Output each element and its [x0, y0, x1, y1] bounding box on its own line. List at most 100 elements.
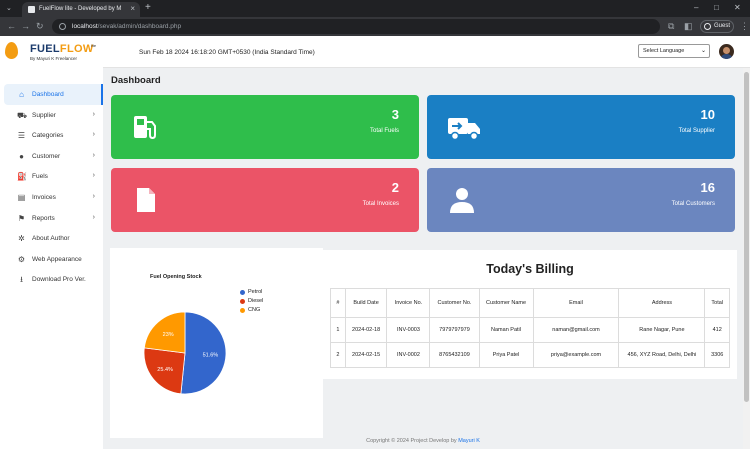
sidebar-item-categories[interactable]: ☰ Categories ›	[4, 125, 103, 146]
tab-close-icon[interactable]: ×	[130, 4, 135, 13]
sidebar-item-label: Fuels	[32, 173, 48, 181]
table-cell: Naman Patil	[478, 317, 534, 343]
pie-slice-cng[interactable]	[143, 311, 186, 354]
sidebar-item-download-pro-ver[interactable]: ⭳ Download Pro Ver.	[4, 269, 103, 290]
browser-menu-icon[interactable]: ⋮	[740, 21, 749, 31]
table-cell: priya@example.com	[532, 342, 620, 368]
top-header: Sun Feb 18 2024 16:18:20 GMT+0530 (India…	[103, 36, 750, 68]
sidebar-item-invoices[interactable]: ▤ Invoices ›	[4, 187, 103, 208]
todays-billing-panel: Today's Billing # Build Date Invoice No. Cu…	[323, 250, 737, 379]
language-select[interactable]: Select Language ⌄	[638, 44, 710, 58]
sidebar-item-about-author[interactable]: ✲ About Author	[4, 228, 103, 249]
pie-slice-label: 51.6%	[203, 352, 219, 358]
total-customers-card[interactable]: 16 Total Customers	[427, 168, 735, 232]
sidebar-item-label: Reports	[32, 214, 55, 222]
billing-table: # Build Date Invoice No. Customer No. Custom…	[330, 288, 730, 368]
legend-swatch	[240, 299, 245, 304]
favicon-icon	[28, 6, 35, 13]
language-select-value: Select Language	[643, 48, 685, 54]
sidebar-item-label: Invoices	[32, 193, 56, 201]
file-icon: ▤	[17, 192, 26, 202]
sidebar-item-label: About Author	[32, 235, 70, 243]
table-cell: 8765432109	[429, 342, 480, 368]
card-value: 10	[700, 107, 715, 122]
pie-slice-label: 25.4%	[157, 367, 173, 373]
sidebar: FUELFLOW lite By Mayuri K Freelancer ⌂ Da…	[0, 36, 103, 449]
sidebar-item-customer[interactable]: ● Customer ›	[4, 146, 103, 167]
download-icon: ⭳	[20, 275, 23, 285]
truck-icon: ⛟	[17, 110, 28, 120]
table-row: 1 2024-02-18 INV-0003 7979797979 Naman Patil…	[330, 317, 730, 343]
sidebar-item-label: Supplier	[32, 111, 56, 119]
list-icon: ☰	[17, 131, 26, 141]
table-cell: 2024-02-18	[344, 317, 388, 343]
sidepanel-icon[interactable]: ◧	[684, 21, 693, 31]
pie-slice-petrol[interactable]	[180, 311, 227, 395]
extensions-icon[interactable]: ⧉	[668, 21, 675, 31]
chevron-right-icon: ›	[92, 110, 95, 118]
gas-pump-icon	[134, 116, 156, 140]
column-header: Address	[618, 288, 706, 318]
flag-icon: ⚑	[17, 213, 26, 223]
card-value: 16	[700, 180, 715, 195]
brand-logo[interactable]: FUELFLOW lite By Mayuri K Freelancer	[5, 39, 101, 69]
scrollbar-thumb[interactable]	[744, 72, 749, 402]
back-icon[interactable]: ←	[7, 21, 16, 31]
user-icon: ●	[19, 151, 24, 161]
profile-icon	[704, 23, 711, 30]
chevron-right-icon: ›	[92, 172, 95, 180]
tab-title: FuelFlow lite - Developed by M	[39, 6, 122, 12]
chart-title: Fuel Opening Stock	[150, 274, 202, 280]
reload-icon[interactable]: ↻	[36, 21, 44, 31]
pie-slice-diesel[interactable]	[143, 347, 186, 395]
page-title: Dashboard	[111, 75, 161, 86]
table-cell: 3306	[704, 342, 730, 368]
card-value: 3	[391, 107, 399, 122]
sidebar-item-supplier[interactable]: ⛟ Supplier ›	[4, 105, 103, 126]
pie-chart: 51.6% 25.4% 23%	[143, 311, 227, 395]
url-field[interactable]: localhost/sevak/admin/dashboard.php	[52, 19, 660, 34]
close-window-icon[interactable]: ✕	[734, 3, 741, 12]
total-supplier-card[interactable]: 10 Total Supplier	[427, 95, 735, 159]
sidebar-item-label: Categories	[32, 132, 64, 140]
forward-icon[interactable]: →	[21, 21, 30, 31]
footer-author-link[interactable]: Mayuri K	[458, 438, 480, 444]
page-scrollbar[interactable]	[743, 68, 750, 449]
table-header-row: # Build Date Invoice No. Customer No. Custom…	[330, 288, 730, 318]
column-header: Total	[704, 288, 730, 318]
table-cell: naman@gmail.com	[532, 317, 620, 343]
column-header: Customer No.	[429, 288, 480, 318]
chevron-right-icon: ›	[92, 213, 95, 221]
sidebar-item-fuels[interactable]: ⛽ Fuels ›	[4, 166, 103, 187]
sidebar-item-web-appearance[interactable]: ⚙ Web Appearance	[4, 249, 103, 270]
avatar-face	[723, 47, 730, 54]
site-info-icon[interactable]	[59, 23, 66, 30]
sidebar-item-reports[interactable]: ⚑ Reports ›	[4, 208, 103, 229]
total-invoices-card[interactable]: 2 Total Invoices	[111, 168, 419, 232]
legend-label: CNG	[248, 307, 261, 313]
chevron-right-icon: ›	[92, 131, 95, 139]
tab-search-icon[interactable]: ⌄	[6, 5, 12, 12]
card-label: Total Customers	[671, 201, 715, 207]
new-tab-icon[interactable]: +	[145, 2, 151, 13]
url-text: localhost/sevak/admin/dashboard.php	[72, 23, 182, 30]
chevron-right-icon: ›	[92, 151, 95, 159]
table-cell: 7979797979	[429, 317, 480, 343]
sidebar-item-label: Download Pro Ver.	[32, 276, 86, 284]
browser-tab[interactable]: FuelFlow lite - Developed by M ×	[22, 2, 140, 17]
total-fuels-card[interactable]: 3 Total Fuels	[111, 95, 419, 159]
sidebar-item-dashboard[interactable]: ⌂ Dashboard	[4, 84, 103, 105]
address-bar: ← → ↻ localhost/sevak/admin/dashboard.ph…	[0, 17, 750, 36]
gas-pump-icon: ⛽	[17, 172, 27, 182]
gears-icon: ✲	[18, 234, 25, 244]
user-icon	[450, 188, 474, 213]
avatar[interactable]	[719, 44, 734, 59]
table-cell: 456, XYZ Road, Delhi, Delhi	[618, 342, 706, 368]
table-cell: INV-0002	[386, 342, 431, 368]
maximize-icon[interactable]: □	[714, 3, 719, 12]
minimize-icon[interactable]: –	[694, 3, 699, 12]
profile-label: Guest	[714, 23, 731, 29]
profile-button[interactable]: Guest	[700, 20, 734, 33]
pie-slice-label: 23%	[163, 332, 174, 338]
gear-icon: ⚙	[17, 254, 26, 264]
